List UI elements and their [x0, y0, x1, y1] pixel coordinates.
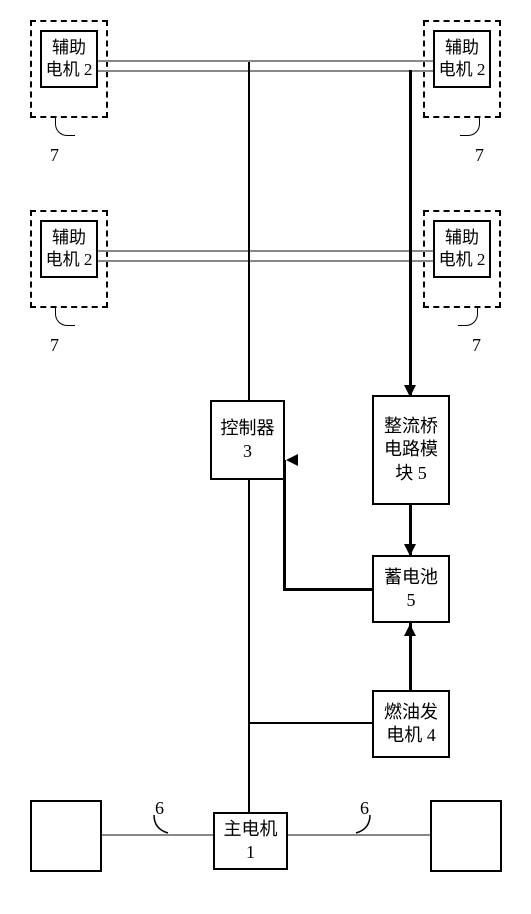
label-7-ml: 7 [50, 335, 59, 356]
aux-motor-mr-l2: 电机 2 [439, 249, 486, 271]
curve-ml [55, 308, 75, 326]
aux-motor-tl: 辅助 电机 2 [40, 30, 98, 88]
label-6-l: 6 [155, 798, 164, 819]
aux-motor-tr-l1: 辅助 [445, 37, 479, 59]
curve-mr [458, 308, 478, 326]
aux-motor-mr: 辅助 电机 2 [433, 220, 491, 278]
generator-l2: 电机 4 [386, 724, 436, 747]
main-motor-l2: 1 [246, 841, 255, 864]
line-motor-to-rect [409, 70, 412, 395]
arrow-to-controller [286, 454, 298, 466]
curve-tr [460, 118, 480, 136]
label-7-tl: 7 [50, 145, 59, 166]
aux-motor-mr-l1: 辅助 [445, 227, 479, 249]
arrow-gen-to-batt [404, 624, 416, 636]
controller-l1: 控制器 [221, 417, 275, 440]
line-batt-to-ctrl-h [285, 588, 372, 591]
curve-tl [55, 118, 75, 136]
aux-motor-tl-l2: 电机 2 [46, 59, 93, 81]
rectifier-box: 整流桥 电路模 块 5 [372, 395, 450, 505]
label-7-tr: 7 [475, 145, 484, 166]
aux-motor-ml: 辅助 电机 2 [40, 220, 98, 278]
main-motor-box: 主电机 1 [213, 812, 288, 870]
battery-box: 蓄电池 5 [372, 555, 450, 623]
aux-motor-tr-l2: 电机 2 [439, 59, 486, 81]
generator-box: 燃油发 电机 4 [372, 690, 450, 758]
aux-motor-ml-l2: 电机 2 [46, 249, 93, 271]
aux-motor-tl-l1: 辅助 [52, 37, 86, 59]
controller-l2: 3 [243, 440, 252, 463]
rectifier-l2: 电路模 [384, 438, 438, 461]
label-6-r: 6 [360, 798, 369, 819]
rectifier-l1: 整流桥 [384, 415, 438, 438]
battery-l1: 蓄电池 [384, 566, 438, 589]
axle-top-2 [98, 70, 433, 72]
wheel-bl [30, 800, 102, 872]
generator-l1: 燃油发 [384, 701, 438, 724]
label-7-mr: 7 [472, 335, 481, 356]
aux-motor-ml-l1: 辅助 [52, 227, 86, 249]
line-gen-to-center [250, 722, 372, 724]
battery-l2: 5 [407, 589, 416, 612]
main-motor-l1: 主电机 [224, 818, 278, 841]
axle-mid-2 [98, 260, 433, 262]
aux-motor-tr: 辅助 电机 2 [433, 30, 491, 88]
rectifier-l3: 块 5 [395, 462, 427, 485]
wheel-br [430, 800, 502, 872]
axle-mid-1 [98, 250, 433, 252]
axle-top-1 [98, 60, 433, 62]
controller-box: 控制器 3 [210, 400, 285, 480]
